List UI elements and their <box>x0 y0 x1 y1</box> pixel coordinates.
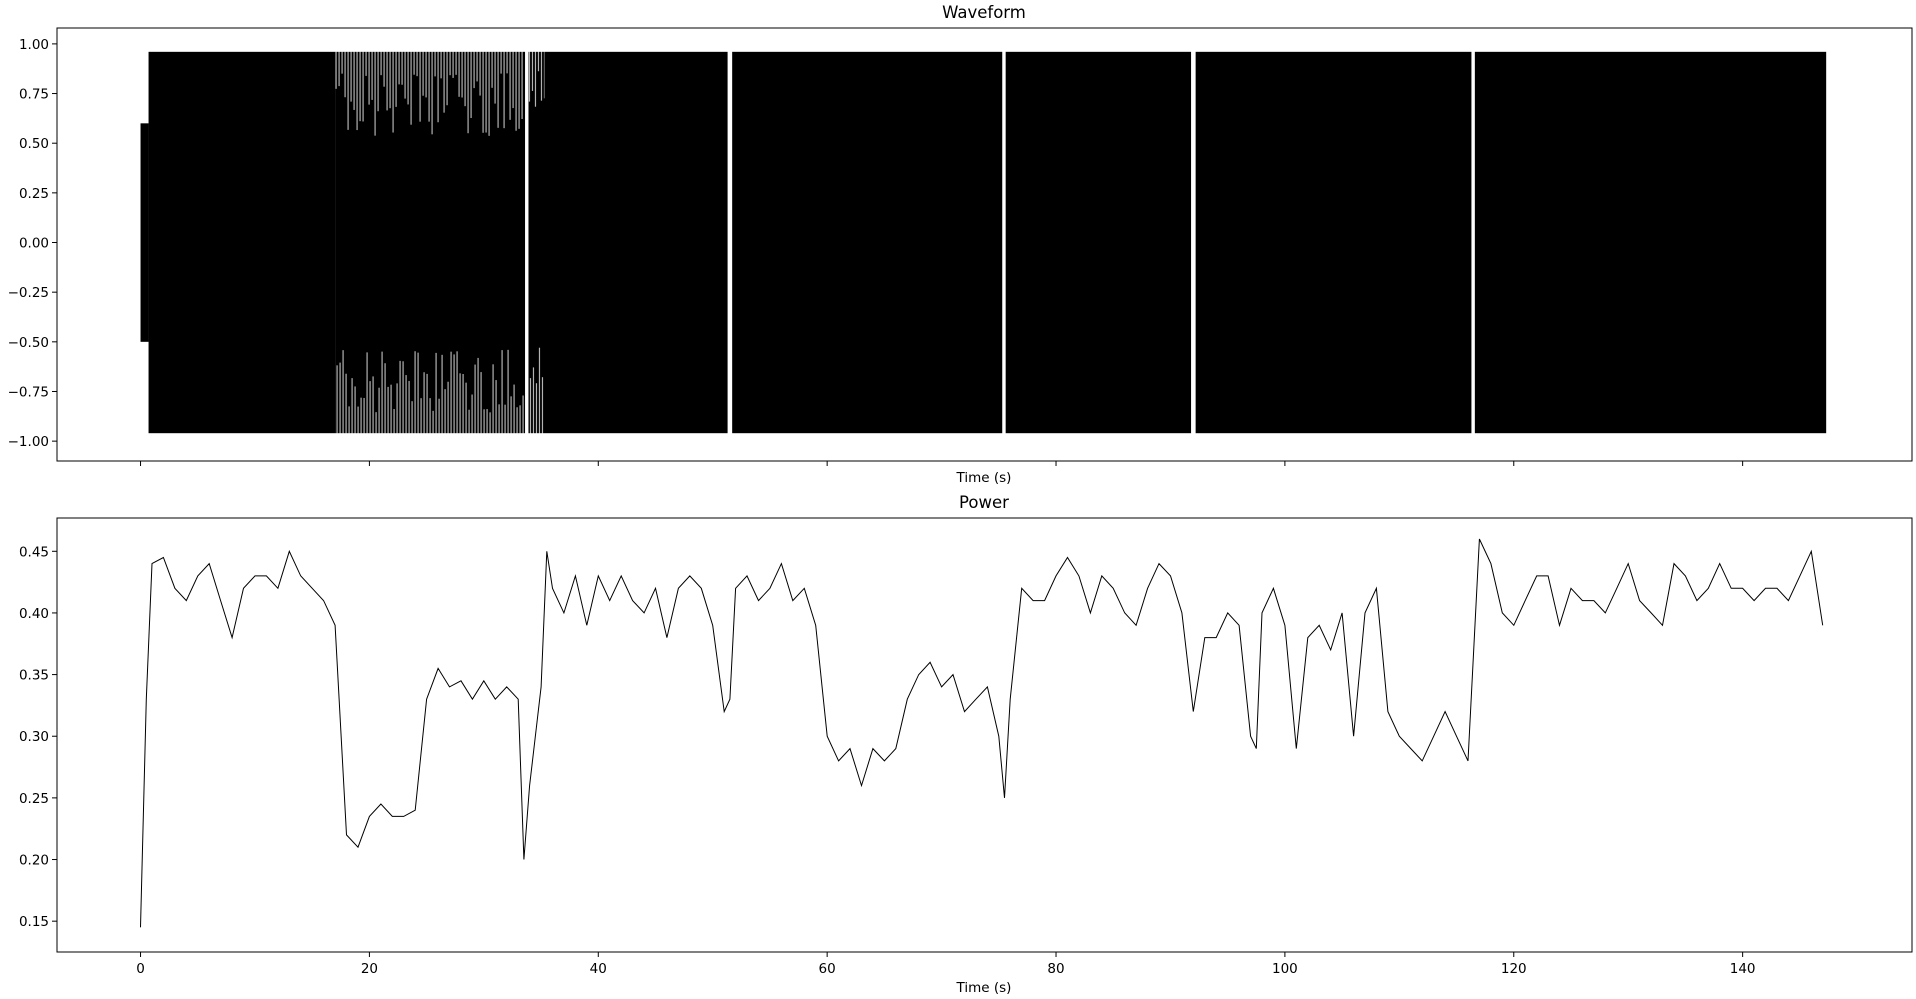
y-tick-label: 0.25 <box>19 791 49 807</box>
x-tick-label: 40 <box>590 961 607 977</box>
power-xlabel: Time (s) <box>956 980 1012 996</box>
x-tick-label: 100 <box>1272 961 1298 977</box>
waveform-axes: 1.00 0.75 0.50 0.25 0.00 −0.25 −0.50 −0.75 −1.00 <box>8 27 1913 466</box>
y-tick-label: 0.30 <box>19 729 49 745</box>
x-tick-label: 0 <box>136 961 145 977</box>
x-tick-label: 120 <box>1501 961 1527 977</box>
axes-frame <box>56 517 1913 953</box>
y-tick-label: 0.00 <box>19 236 49 252</box>
x-tick-label: 80 <box>1047 961 1064 977</box>
y-tick-label: −0.25 <box>8 285 49 301</box>
y-tick-label: 0.45 <box>19 544 49 560</box>
power-title: Power <box>959 493 1009 512</box>
waveform-segment <box>140 123 149 342</box>
waveform-segment <box>1474 51 1827 434</box>
y-tick-label: −1.00 <box>8 434 49 450</box>
y-tick-label: −0.50 <box>8 335 49 351</box>
y-tick-label: 0.35 <box>19 668 49 684</box>
x-tick-label: 140 <box>1730 961 1756 977</box>
waveform-xlabel: Time (s) <box>956 470 1012 486</box>
power-axes: 0 20 40 60 80 100 120 140 0.45 0.40 0.35 0.30 0.25 0.… <box>19 517 1913 977</box>
y-tick-label: 0.15 <box>19 914 49 930</box>
y-tick-label: 0.20 <box>19 853 49 869</box>
waveform-segment <box>1005 51 1192 434</box>
x-tick-label: 60 <box>819 961 836 977</box>
waveform-segment <box>148 51 336 434</box>
y-tick-label: 0.40 <box>19 606 49 622</box>
axes-frame <box>56 27 1913 462</box>
power-line <box>140 538 1824 928</box>
waveform-segment <box>1195 51 1472 434</box>
waveform-title: Waveform <box>942 3 1026 22</box>
waveform-segment <box>544 51 728 434</box>
y-tick-label: 1.00 <box>19 37 49 53</box>
x-tick-label: 20 <box>361 961 378 977</box>
y-tick-label: 0.25 <box>19 186 49 202</box>
waveform-segment <box>732 51 1003 434</box>
y-tick-label: 0.75 <box>19 87 49 103</box>
waveform-segment <box>528 51 545 434</box>
y-tick-label: 0.50 <box>19 136 49 152</box>
y-tick-label: −0.75 <box>8 384 49 400</box>
